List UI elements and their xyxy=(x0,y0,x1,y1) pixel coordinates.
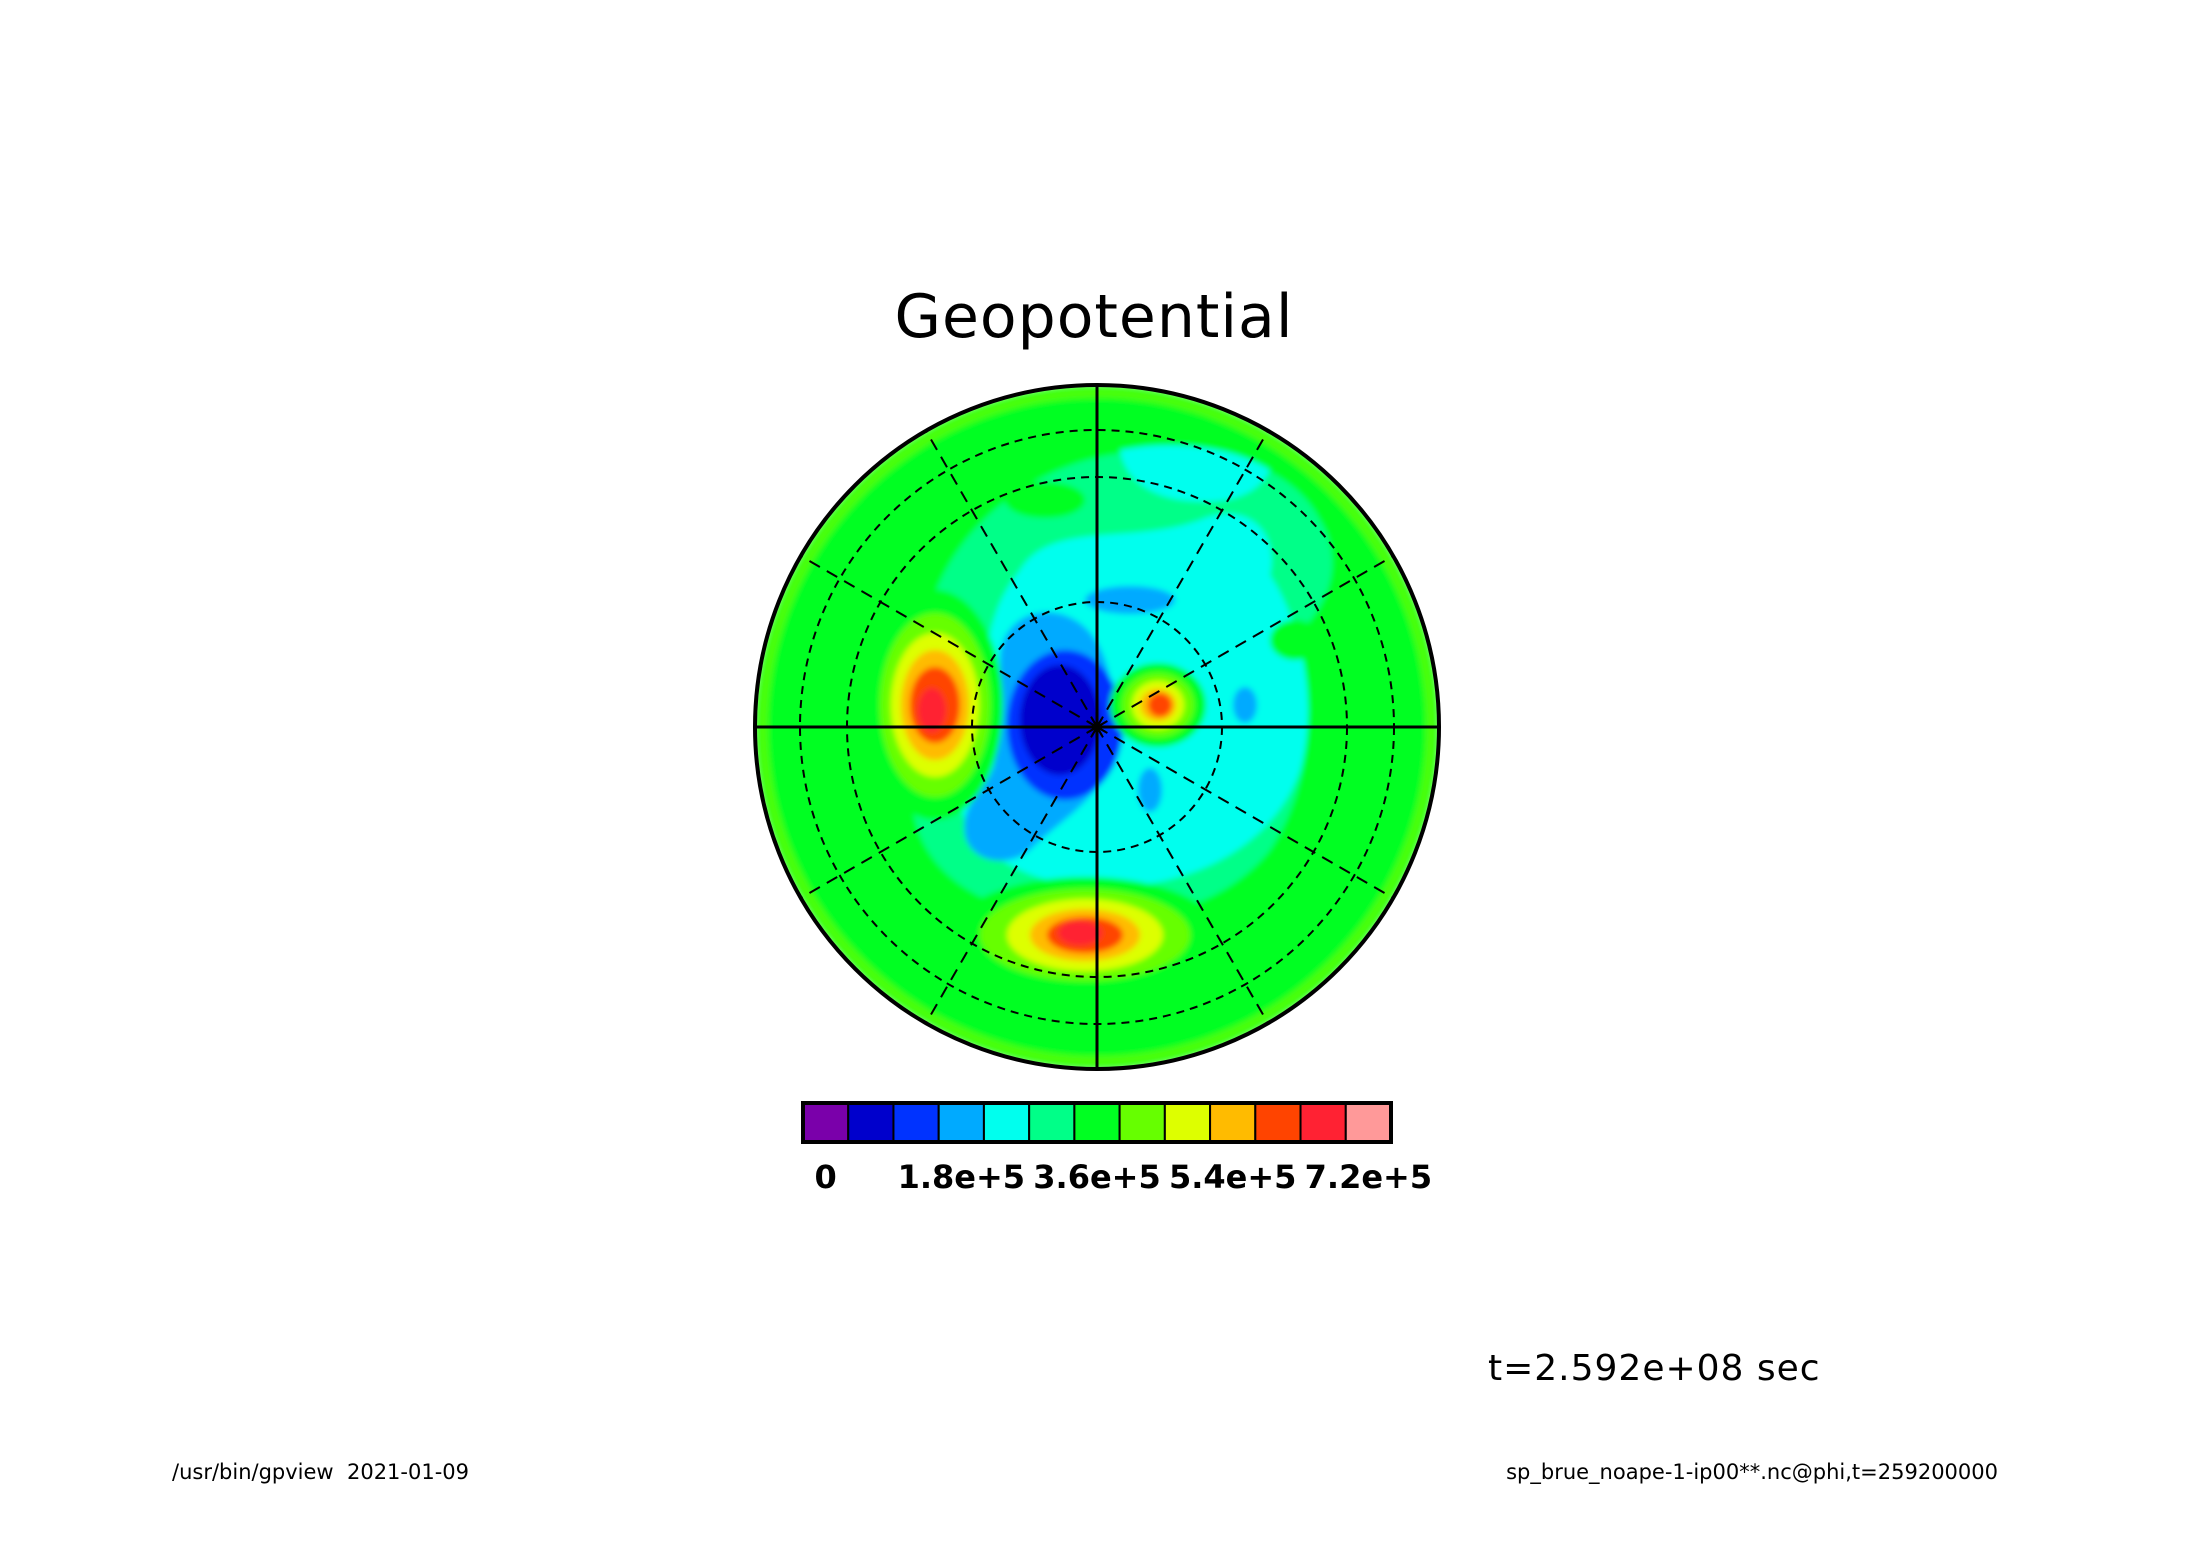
meridian-330 xyxy=(1096,726,1394,899)
green-blob-north xyxy=(1005,482,1085,518)
colorbar-swatch-2 xyxy=(892,1102,940,1143)
colorbar-swatch-6 xyxy=(1073,1102,1121,1143)
colorbar-tick-label: 3.6e+5 xyxy=(1033,1158,1160,1196)
colorbar-swatch-9 xyxy=(1209,1102,1257,1143)
colorbar-frame xyxy=(801,1101,1393,1144)
footer-date: 2021-01-09 xyxy=(346,1460,470,1484)
colorbar-swatch-1 xyxy=(847,1102,895,1143)
footer-source: sp_brue_noape-1-ip00**.nc@phi,t=25920000… xyxy=(1506,1460,1998,1484)
chart-title: Geopotential xyxy=(894,282,1294,352)
meridian-240 xyxy=(925,726,1098,1024)
high-east-core xyxy=(1148,693,1172,717)
colorbar-swatch-12 xyxy=(1344,1102,1393,1143)
meridian-60 xyxy=(1096,430,1269,728)
high-south-core xyxy=(1058,921,1102,945)
meridian-300 xyxy=(1096,726,1269,1024)
colorbar-swatch-10 xyxy=(1254,1102,1302,1143)
cyan-region-north xyxy=(1120,445,1270,502)
lightblue-spot xyxy=(1138,768,1162,812)
footer-program-date: /usr/bin/gpview 2021-01-09 xyxy=(172,1460,469,1484)
colorbar-tick-label: 0 xyxy=(814,1158,836,1196)
pole-marker-stroke xyxy=(1087,721,1107,733)
colorbar-tick-label: 7.2e+5 xyxy=(1305,1158,1432,1196)
colorbar-tick-label: 5.4e+5 xyxy=(1169,1158,1296,1196)
contour-fill-group xyxy=(755,385,1439,1069)
footer-program: /usr/bin/gpview xyxy=(172,1460,334,1484)
low-center xyxy=(1020,665,1100,775)
geopotential-field xyxy=(755,385,1439,1069)
colorbar-swatch-4 xyxy=(982,1102,1031,1143)
polar-grid xyxy=(753,383,1441,1071)
colorbar-swatch-5 xyxy=(1028,1102,1076,1143)
colorbar-tick-label: 1.8e+5 xyxy=(898,1158,1025,1196)
meridian-30 xyxy=(1096,555,1394,728)
green-blob-east xyxy=(1270,620,1320,660)
colorbar-swatch-0 xyxy=(802,1102,850,1143)
meridian-150 xyxy=(800,555,1098,728)
colorbar: 0 1.8e+5 3.6e+5 5.4e+5 7.2e+5 xyxy=(801,1101,1432,1196)
lightblue-streak xyxy=(1085,586,1175,614)
time-label: t=2.592e+08 sec xyxy=(1488,1348,1821,1389)
colorbar-swatch-7 xyxy=(1118,1102,1166,1143)
high-west-core xyxy=(918,688,946,732)
meridian-120 xyxy=(925,430,1098,728)
colorbar-swatch-11 xyxy=(1299,1102,1347,1143)
lightblue-spot-east xyxy=(1233,687,1257,723)
boundary-circle xyxy=(753,383,1441,1071)
colorbar-swatch-3 xyxy=(937,1102,985,1143)
meridian-210 xyxy=(800,726,1098,899)
colorbar-swatch-8 xyxy=(1163,1102,1212,1143)
